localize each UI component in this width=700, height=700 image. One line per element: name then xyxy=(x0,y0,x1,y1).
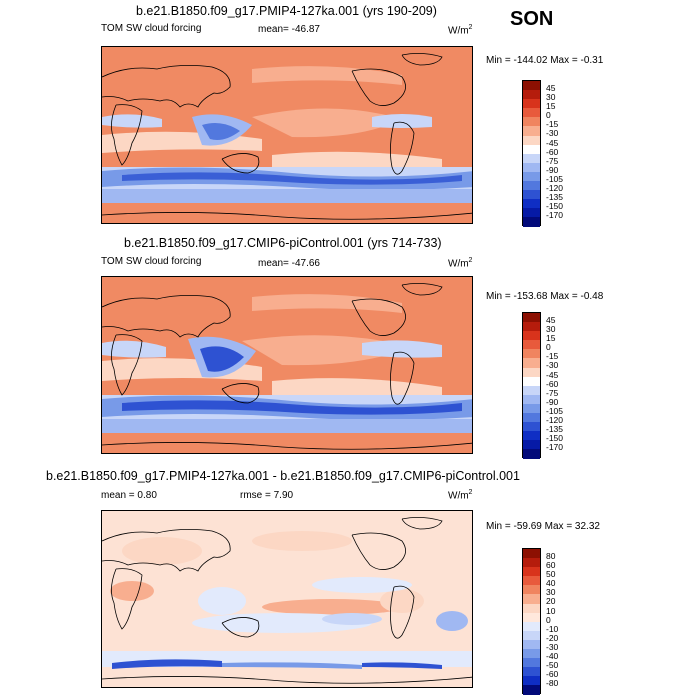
panel1-variable-label: TOM SW cloud forcing xyxy=(101,23,202,34)
cbar-tick-label: 0 xyxy=(546,110,551,120)
cbar-tick-label: 30 xyxy=(546,324,556,334)
panel3-colorbar xyxy=(522,548,541,695)
panel2-variable-label: TOM SW cloud forcing xyxy=(101,256,202,267)
cbar-tick-label: -105 xyxy=(546,174,564,184)
panel2-units: W/m2 xyxy=(448,257,473,270)
panel3-rmse: rmse = 7.90 xyxy=(240,490,294,501)
cbar-tick-label: -170 xyxy=(546,442,564,452)
cbar-tick-label: -20 xyxy=(546,633,559,643)
cbar-tick-label: -135 xyxy=(546,192,564,202)
cbar-tick-label: -170 xyxy=(546,210,564,220)
season-label: SON xyxy=(510,8,554,30)
cbar-tick-label: 15 xyxy=(546,101,556,111)
cbar-tick-label: 30 xyxy=(546,587,556,597)
cbar-tick-label: -75 xyxy=(546,156,559,166)
cbar-tick-label: 20 xyxy=(546,596,556,606)
panel2-map xyxy=(101,276,473,454)
panel1-title: b.e21.B1850.f09_g17.PMIP4-127ka.001 (yrs… xyxy=(136,4,437,18)
cbar-tick-label: -10 xyxy=(546,624,559,634)
cbar-tick-label: -60 xyxy=(546,379,559,389)
panel2-colorbar xyxy=(522,312,541,459)
cbar-tick-label: -40 xyxy=(546,651,559,661)
cbar-tick-label: -45 xyxy=(546,370,559,380)
cbar-tick-label: -120 xyxy=(546,415,564,425)
cbar-tick-label: -15 xyxy=(546,119,559,129)
cbar-tick-label: -135 xyxy=(546,424,564,434)
cbar-tick-label: -150 xyxy=(546,433,564,443)
panel3-title: b.e21.B1850.f09_g17.PMIP4-127ka.001 - b.… xyxy=(46,469,520,483)
cbar-tick-label: -30 xyxy=(546,128,559,138)
cbar-tick-label: -45 xyxy=(546,138,559,148)
panel3-units: W/m2 xyxy=(448,489,473,502)
cbar-tick-label: 50 xyxy=(546,569,556,579)
cbar-tick-label: -60 xyxy=(546,669,559,679)
cbar-tick-label: 30 xyxy=(546,92,556,102)
cbar-tick-label: 10 xyxy=(546,606,556,616)
panel1-units: W/m2 xyxy=(448,24,473,37)
panel2-minmax: Min = -153.68 Max = -0.48 xyxy=(486,291,604,302)
cbar-tick-label: -150 xyxy=(546,201,564,211)
cbar-tick-label: -120 xyxy=(546,183,564,193)
cbar-tick-label: -15 xyxy=(546,351,559,361)
cbar-tick-label: -30 xyxy=(546,642,559,652)
cbar-tick-label: 80 xyxy=(546,551,556,561)
cbar-tick-label: 45 xyxy=(546,315,556,325)
panel3-map xyxy=(101,510,473,688)
cbar-tick-label: 60 xyxy=(546,560,556,570)
panel1-minmax: Min = -144.02 Max = -0.31 xyxy=(486,55,604,66)
cbar-tick-label: -90 xyxy=(546,397,559,407)
cbar-tick-label: 40 xyxy=(546,578,556,588)
cbar-tick-label: -90 xyxy=(546,165,559,175)
cbar-tick-label: 45 xyxy=(546,83,556,93)
cbar-tick-label: -50 xyxy=(546,660,559,670)
panel3-minmax: Min = -59.69 Max = 32.32 xyxy=(486,521,600,532)
cbar-tick-label: 15 xyxy=(546,333,556,343)
cbar-tick-label: -105 xyxy=(546,406,564,416)
panel2-mean: mean= -47.66 xyxy=(258,258,320,269)
cbar-tick-label: 0 xyxy=(546,342,551,352)
panel3-mean: mean = 0.80 xyxy=(101,490,157,501)
panel1-colorbar xyxy=(522,80,541,227)
cbar-tick-label: -30 xyxy=(546,360,559,370)
panel2-title: b.e21.B1850.f09_g17.CMIP6-piControl.001 … xyxy=(124,236,442,250)
cbar-tick-label: 0 xyxy=(546,615,551,625)
panel1-map xyxy=(101,46,473,224)
panel1-mean: mean= -46.87 xyxy=(258,24,320,35)
cbar-tick-label: -60 xyxy=(546,147,559,157)
cbar-tick-label: -75 xyxy=(546,388,559,398)
cbar-tick-label: -80 xyxy=(546,678,559,688)
